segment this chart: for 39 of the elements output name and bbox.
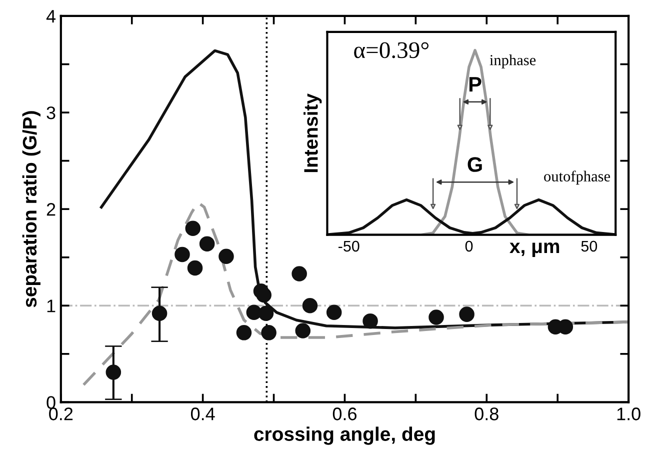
y-axis-title: Intensity [304, 94, 322, 172]
series-label: inphase [490, 54, 536, 68]
y-tick-label: 4 [46, 10, 56, 22]
x-axis-title: crossing angle, deg [254, 426, 435, 445]
y-tick-label: 1 [47, 300, 56, 312]
x-tick-label: 1.0 [617, 408, 640, 420]
point [187, 260, 203, 276]
point [459, 306, 474, 322]
x-tick-label: 0.8 [474, 408, 498, 420]
annotation: α=0.39° [354, 42, 428, 58]
x-tick-label: -50 [338, 240, 360, 252]
x-tick-label: 0.6 [332, 408, 356, 420]
x-tick-label: 50 [581, 240, 598, 252]
point [236, 325, 252, 340]
x-tick-label: 0.4 [190, 408, 215, 420]
point [185, 220, 201, 236]
annotation: P [469, 77, 482, 92]
line-series [82, 200, 629, 386]
point [428, 310, 444, 325]
y-tick-label: 2 [46, 203, 56, 216]
point [295, 323, 311, 338]
point [256, 287, 272, 303]
y-axis-title: separation ratio (G/P) [22, 111, 40, 308]
y-tick-label: 0 [46, 396, 56, 409]
point [199, 236, 215, 252]
series-label: outofphase [544, 170, 610, 185]
point [261, 325, 276, 340]
point [258, 306, 274, 321]
point [174, 246, 190, 262]
point [302, 298, 318, 314]
y-tick-label: 3 [46, 106, 56, 120]
x-tick-label: 0 [465, 240, 473, 252]
x-tick-label: 0.2 [49, 408, 73, 420]
point [292, 266, 307, 282]
annotation: G [468, 157, 482, 172]
point [362, 313, 378, 329]
point [218, 248, 234, 264]
point [326, 304, 342, 320]
x-axis-title: x, μm [510, 242, 560, 257]
